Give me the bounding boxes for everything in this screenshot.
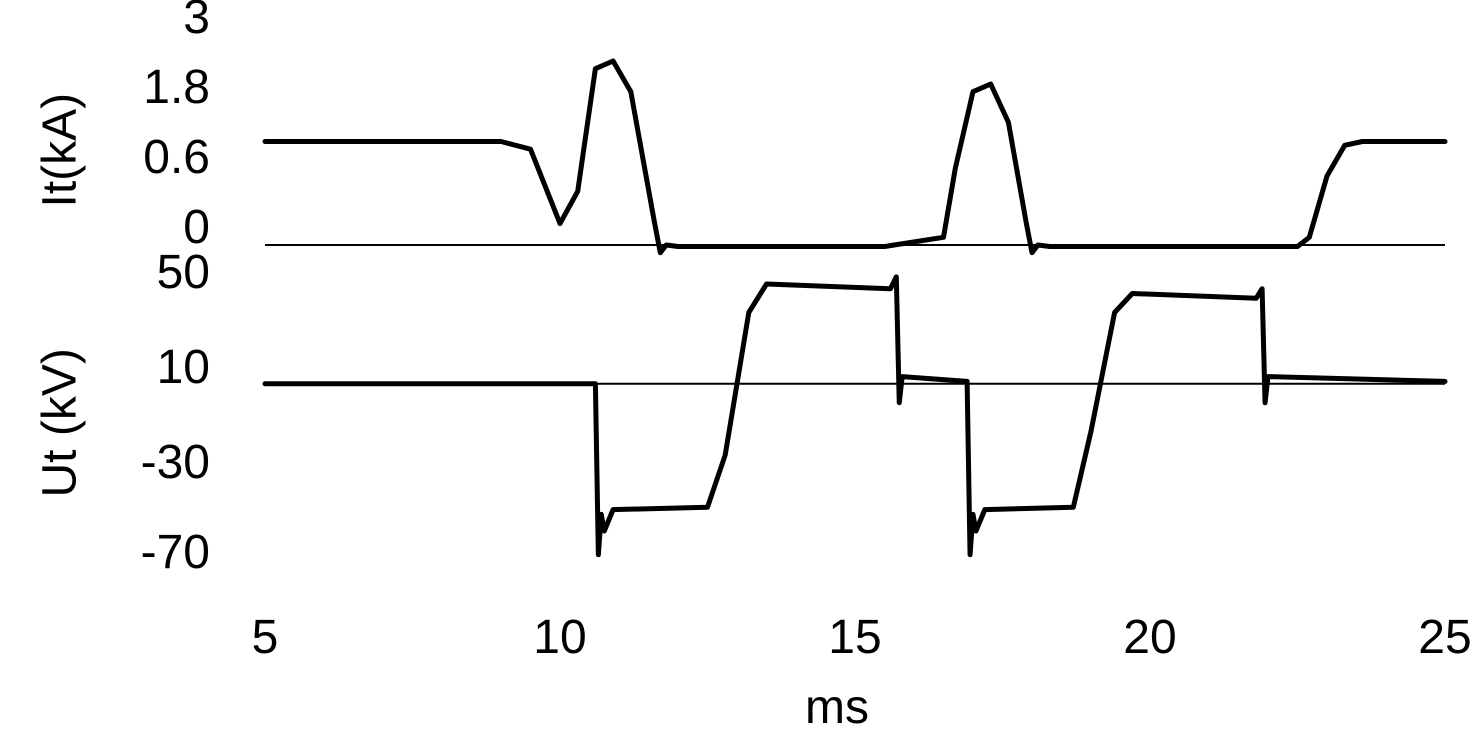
- chart-container: It(kA) Ut (kV) 3 1.8 0.6 0 50 10 -30 -70…: [0, 0, 1472, 735]
- xtick-1: 10: [520, 610, 600, 665]
- ytick-top-3: 3: [110, 0, 210, 45]
- ytick-bot-0: -70: [110, 525, 210, 580]
- trace-top: [265, 61, 1445, 253]
- ytick-top-1: 0.6: [110, 130, 210, 185]
- xtick-2: 15: [815, 610, 895, 665]
- plot-svg: [0, 0, 1472, 735]
- ytick-bot-2: 10: [110, 340, 210, 395]
- y-axis-label-top: It(kA): [33, 48, 88, 208]
- ytick-bot-1: -30: [110, 435, 210, 490]
- y-axis-label-bottom: Ut (kV): [33, 318, 88, 498]
- xtick-4: 25: [1405, 610, 1472, 665]
- x-axis-title: ms: [805, 680, 869, 735]
- ytick-top-2: 1.8: [110, 60, 210, 115]
- ytick-bot-3: 50: [110, 245, 210, 300]
- xtick-0: 5: [235, 610, 295, 665]
- trace-bottom: [265, 277, 1445, 555]
- xtick-3: 20: [1110, 610, 1190, 665]
